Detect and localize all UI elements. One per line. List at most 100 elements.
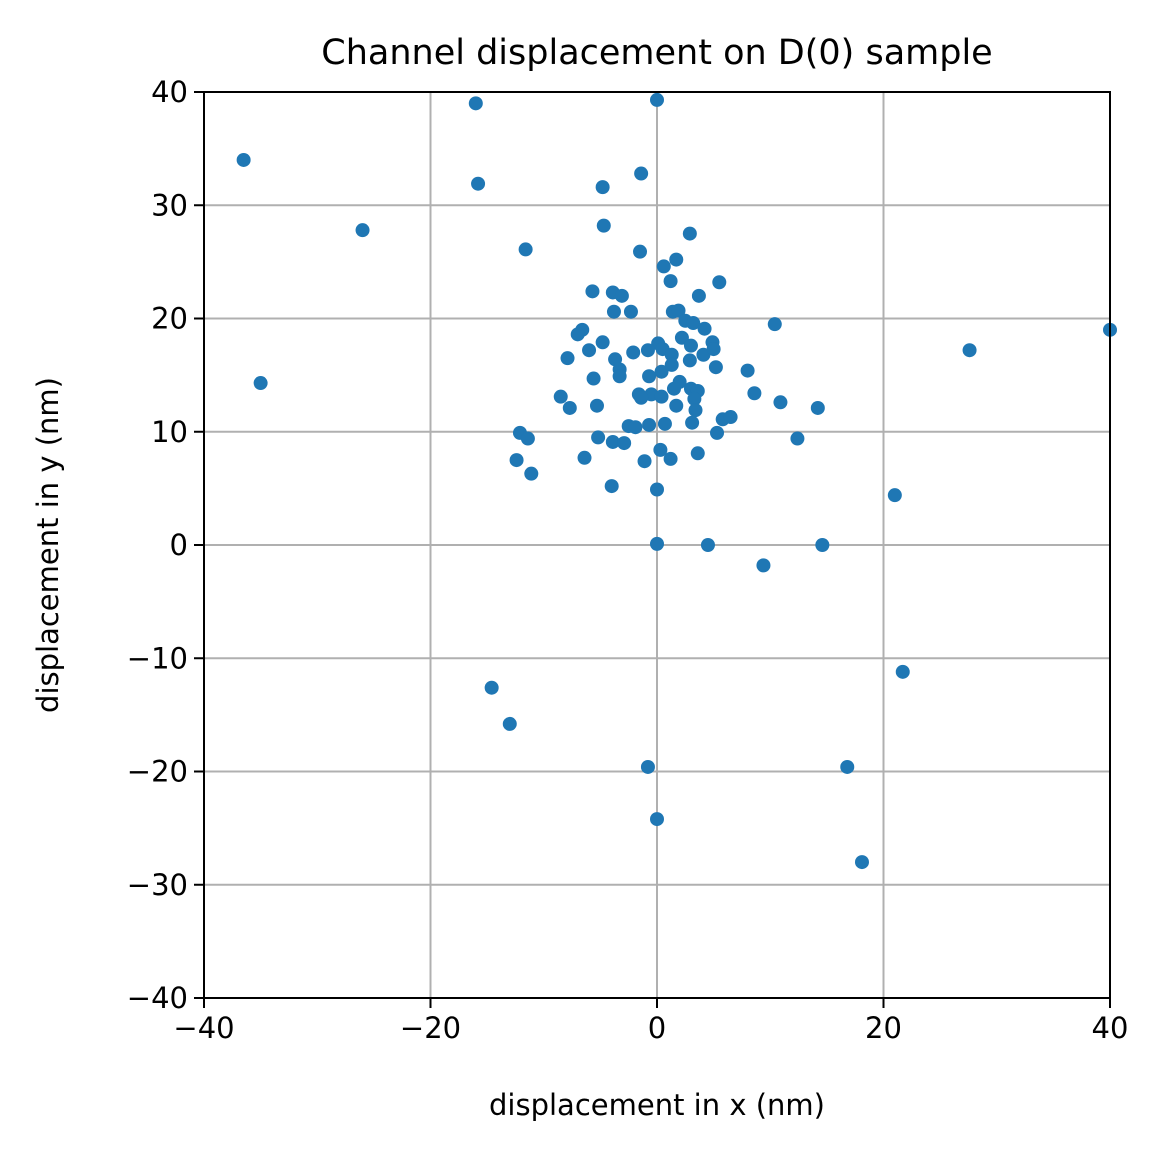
data-point [253,376,268,391]
data-point [589,398,604,413]
data-point [962,343,977,358]
y-tick-label: −10 [127,641,188,675]
data-point [654,364,669,379]
data-point [634,390,649,405]
data-point [669,398,684,413]
axis-ticks: −40 −20 0 20 40 −40 −30 −20 −10 0 10 20 30 40 [127,75,1129,1045]
x-axis-label: displacement in x (nm) [489,1088,825,1122]
data-point [628,420,643,435]
data-point [614,288,629,303]
y-tick-label: 20 [151,302,188,336]
data-point [712,275,727,290]
data-point [654,389,669,404]
y-tick-label: 40 [151,75,188,109]
data-point [642,369,657,384]
data-point [706,342,721,357]
y-tick-label: 30 [151,188,188,222]
data-point [605,434,620,449]
data-point [650,482,664,497]
data-point [585,284,600,299]
data-point [595,335,610,350]
data-point [657,416,672,431]
data-point [656,259,671,274]
data-point [686,316,701,331]
data-point [696,347,711,362]
data-point [663,274,678,289]
data-points [236,92,1117,870]
y-tick-label: −20 [127,755,188,789]
data-point [518,242,533,257]
data-point [854,855,869,870]
data-point [484,680,499,695]
data-point [570,327,585,342]
data-point [815,538,830,552]
data-point [623,304,638,319]
y-tick-label: −40 [127,981,188,1015]
data-point [612,369,627,384]
data-point [606,304,621,319]
x-tick-label: 40 [1092,1011,1129,1045]
data-point [810,400,825,415]
y-axis-label: displacement in y (nm) [31,377,65,713]
data-point [674,330,689,345]
data-point [740,363,755,378]
data-point [666,381,681,396]
data-point [595,180,610,195]
x-tick-label: 20 [865,1011,902,1045]
data-point [790,431,805,446]
data-point [650,92,664,107]
data-point [586,371,601,386]
data-point [596,218,611,233]
data-point [664,357,679,372]
data-point [355,223,370,238]
x-tick-label: −20 [400,1011,461,1045]
data-point [773,395,788,410]
x-tick-label: 0 [648,1011,666,1045]
data-point [723,410,738,425]
data-point [604,479,619,494]
data-point [685,415,700,430]
data-point [767,317,782,332]
y-tick-label: 0 [170,528,188,562]
data-point [697,321,712,336]
data-point [471,176,486,191]
data-point [617,436,632,451]
data-point [560,351,575,366]
data-point [708,360,723,375]
data-point [236,152,251,167]
data-point [756,558,771,573]
data-point [520,431,535,446]
data-point [553,389,568,404]
data-point [690,446,705,461]
data-point [683,338,698,353]
x-tick-label: −40 [173,1011,234,1045]
data-point [634,166,649,181]
data-point [591,430,606,445]
data-point [582,343,597,358]
y-tick-label: −30 [127,868,188,902]
data-point [626,345,641,360]
data-point [669,252,684,267]
data-point [640,343,655,358]
data-point [664,347,679,362]
data-point [642,417,657,432]
data-point [688,403,703,418]
data-point [895,664,910,679]
data-point [502,716,517,731]
data-point [747,386,762,401]
data-point [691,288,706,303]
data-point [640,759,655,774]
data-point [509,453,524,468]
data-point [650,812,664,827]
data-point [637,454,652,469]
data-point [700,538,715,552]
data-point [650,536,664,551]
data-point [682,353,697,368]
data-point [468,96,483,111]
y-tick-label: 10 [151,415,188,449]
data-point [687,391,702,406]
data-point [671,303,686,318]
data-point [840,759,855,774]
data-point [577,450,592,465]
